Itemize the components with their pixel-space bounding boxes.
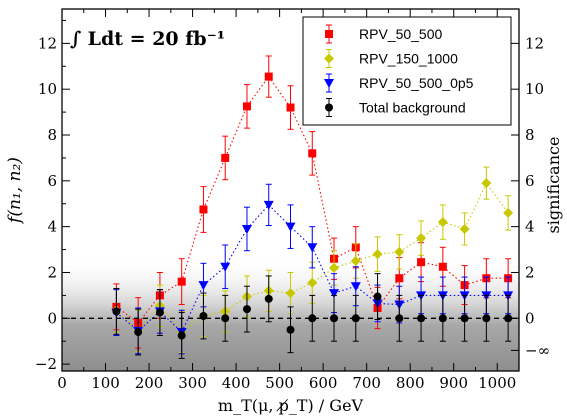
x-tick-label: 300 <box>178 374 207 392</box>
x-axis-label-text: m_T(μ, p̸_T) / GeV <box>218 396 364 415</box>
marker-triangle <box>329 289 340 299</box>
marker-square <box>242 102 251 111</box>
marker-diamond <box>394 246 405 257</box>
marker-circle <box>112 307 121 316</box>
marker-triangle <box>350 282 361 292</box>
luminosity-annotation: ∫ Ldt = 20 fb⁻¹ <box>70 28 225 50</box>
marker-square <box>199 205 208 214</box>
marker-square <box>308 149 317 158</box>
marker-square <box>221 153 230 162</box>
marker-triangle <box>241 224 252 234</box>
marker-circle <box>242 305 251 314</box>
x-tick-label: 800 <box>396 374 425 392</box>
marker-triangle <box>307 243 318 253</box>
y2-tick-label: 0 <box>525 309 535 327</box>
marker-triangle <box>198 281 209 291</box>
marker-diamond <box>329 262 340 273</box>
marker-triangle <box>220 262 231 272</box>
y2-tick-label: −∞ <box>525 341 550 359</box>
legend-label: RPV_50_500_0p5 <box>359 75 474 91</box>
x-tick-label: 600 <box>309 374 338 392</box>
y2-tick-label: 12 <box>525 34 544 52</box>
plot-frame <box>61 8 520 372</box>
x-tick-label: 400 <box>222 374 251 392</box>
y-tick-label: 4 <box>47 218 57 236</box>
marker-diamond <box>285 288 296 299</box>
marker-square <box>264 72 273 81</box>
marker-diamond <box>459 223 470 234</box>
y2-tick-label: 2 <box>525 263 535 281</box>
marker-square <box>177 277 186 286</box>
marker-diamond <box>372 249 383 260</box>
y-tick-label: 10 <box>38 80 57 98</box>
marker-circle <box>325 103 333 112</box>
y2-tick-label: 4 <box>525 218 535 236</box>
marker-diamond <box>350 256 361 267</box>
legend-label: Total background <box>359 100 466 116</box>
marker-triangle <box>263 200 274 210</box>
marker-circle <box>264 294 273 303</box>
marker-diamond <box>503 207 514 218</box>
marker-diamond <box>307 277 318 288</box>
x-tick-label: 500 <box>265 374 294 392</box>
x-tick-label: 0 <box>57 374 67 392</box>
y-tick-label: 2 <box>47 263 57 281</box>
legend-label: RPV_150_1000 <box>359 51 458 67</box>
legend-box <box>302 16 512 126</box>
marker-square <box>438 262 447 271</box>
x-tick-label: 200 <box>135 374 164 392</box>
marker-diamond <box>437 217 448 228</box>
y-tick-label: 12 <box>38 34 57 52</box>
legend: RPV_50_500 RPV_150_1000 RPV_50_500_0p5 Tota… <box>302 16 512 126</box>
marker-diamond <box>481 178 492 189</box>
marker-circle <box>155 308 164 317</box>
marker-square <box>395 274 404 283</box>
marker-circle <box>286 325 295 334</box>
marker-diamond <box>416 233 427 244</box>
y-tick-label: 8 <box>47 126 57 144</box>
marker-triangle <box>285 222 296 232</box>
marker-circle <box>177 331 186 340</box>
marker-square <box>417 258 426 267</box>
x-axis-label: m_T(μ, p̸_T) / GeV <box>218 396 364 415</box>
x-tick-label: 1000 <box>478 374 516 392</box>
y2-tick-label: 10 <box>525 80 544 98</box>
x-tick-label: 100 <box>91 374 120 392</box>
marker-circle <box>308 314 317 323</box>
marker-circle <box>417 314 426 323</box>
marker-square <box>286 103 295 112</box>
marker-triangle <box>324 79 334 88</box>
marker-circle <box>504 314 513 323</box>
y-tick-label: 6 <box>47 172 57 190</box>
marker-circle <box>351 314 360 323</box>
y2-tick-label: 8 <box>525 126 535 144</box>
y-tick-label: 0 <box>47 309 57 327</box>
y-tick-label: −2 <box>35 355 57 373</box>
y-axis-label: f(n₁, n₂) <box>5 157 25 225</box>
legend-label: RPV_50_500 <box>359 26 443 42</box>
x-tick-label: 700 <box>352 374 381 392</box>
marker-circle <box>134 328 143 337</box>
marker-diamond <box>324 53 334 64</box>
y2-tick-label: 6 <box>525 172 535 190</box>
y2-axis-label: significance <box>544 137 563 234</box>
marker-circle <box>373 292 382 301</box>
marker-square <box>325 30 333 38</box>
marker-circle <box>460 314 469 323</box>
x-tick-label: 900 <box>439 374 468 392</box>
